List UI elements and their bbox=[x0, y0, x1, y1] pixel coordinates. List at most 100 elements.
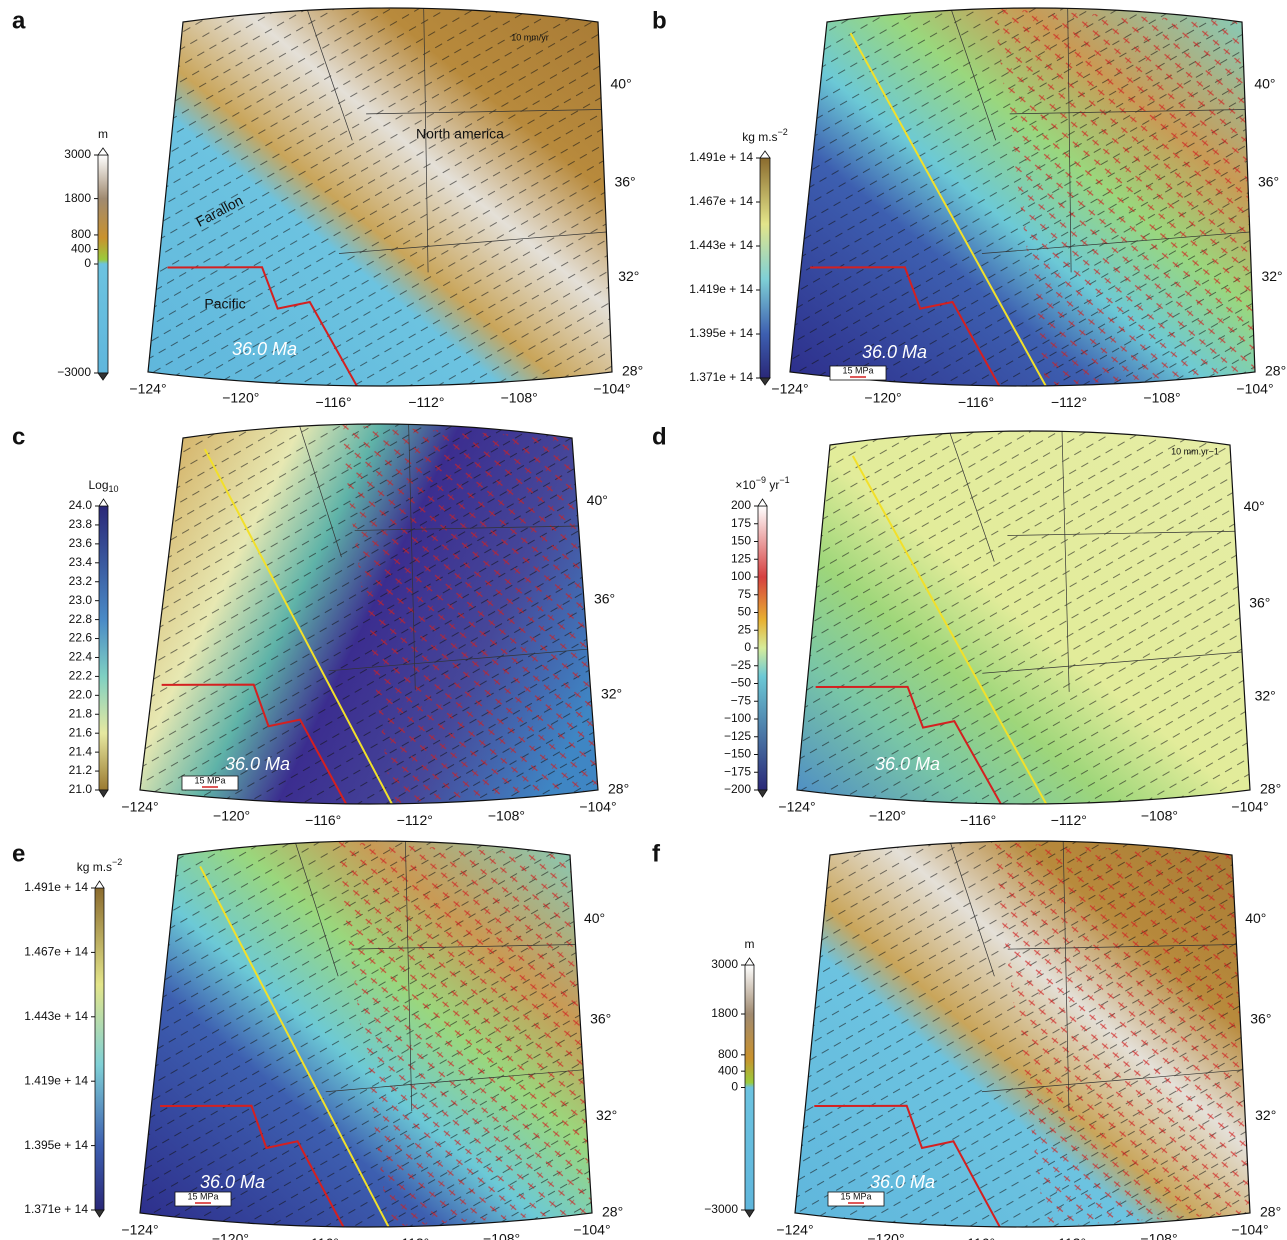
lon-label: −104° bbox=[1236, 381, 1273, 397]
annotation: 10 mm/yr bbox=[511, 32, 549, 42]
panel-letter: c bbox=[12, 423, 25, 450]
colorbar-label: 175 bbox=[731, 516, 751, 530]
scale-label: 15 MPa bbox=[194, 775, 225, 785]
lat-label: 28° bbox=[1260, 1204, 1281, 1220]
colorbar-label: 1.395e + 14 bbox=[24, 1138, 88, 1152]
colorbar-cap bbox=[95, 881, 104, 888]
colorbar-label: 0 bbox=[731, 1080, 738, 1094]
lon-label: −108° bbox=[488, 808, 525, 824]
lat-label: 32° bbox=[1261, 268, 1282, 284]
lon-label: −120° bbox=[869, 808, 906, 824]
lat-label: 28° bbox=[608, 781, 629, 797]
scale-label: 15 MPa bbox=[187, 1191, 218, 1201]
lat-label: 36° bbox=[614, 174, 635, 190]
age-label: 36.0 Ma bbox=[875, 754, 940, 774]
lon-label: −116° bbox=[303, 1235, 339, 1240]
colorbar-label: 1800 bbox=[64, 191, 91, 205]
colorbar-label: 1.419e + 14 bbox=[24, 1073, 88, 1087]
colorbar-title-part: kg m.s bbox=[742, 130, 777, 144]
colorbar-label: −25 bbox=[731, 658, 752, 672]
lon-label: −120° bbox=[213, 808, 250, 824]
colorbar bbox=[760, 158, 770, 378]
lon-label: −120° bbox=[212, 1231, 249, 1240]
colorbar-title-part: m bbox=[98, 127, 108, 141]
lat-label: 36° bbox=[1258, 174, 1279, 190]
colorbar-cap bbox=[758, 499, 767, 506]
vector-glyphs bbox=[797, 431, 1250, 804]
lat-label: 40° bbox=[584, 910, 605, 926]
lat-label: 36° bbox=[594, 591, 615, 607]
colorbar-title: m bbox=[745, 937, 755, 951]
colorbar-title-part: Log bbox=[88, 478, 108, 492]
colorbar-label: 400 bbox=[71, 242, 91, 256]
lon-label: −112° bbox=[1050, 1235, 1086, 1240]
colorbar-label: 1.419e + 14 bbox=[689, 282, 753, 296]
colorbar-cap bbox=[745, 1210, 754, 1217]
lat-label: 32° bbox=[601, 686, 622, 702]
lon-label: −112° bbox=[393, 1235, 429, 1240]
lat-label: 32° bbox=[1255, 1107, 1276, 1123]
colorbar-label: 22.2 bbox=[69, 669, 93, 683]
lon-label: −104° bbox=[573, 1222, 610, 1238]
colorbar-label: −3000 bbox=[704, 1202, 738, 1216]
age-label: 36.0 Ma bbox=[200, 1172, 265, 1192]
lat-label: 32° bbox=[596, 1107, 617, 1123]
colorbar-label: 1.395e + 14 bbox=[689, 326, 753, 340]
colorbar-label: 1.443e + 14 bbox=[689, 238, 753, 252]
lon-label: −124° bbox=[778, 799, 815, 815]
annotation: North america bbox=[416, 126, 504, 142]
colorbar-cap bbox=[745, 958, 754, 965]
colorbar-cap bbox=[95, 1210, 104, 1217]
colorbar-title-part: 10 bbox=[109, 484, 119, 494]
colorbar-title: ×10−9 yr−1 bbox=[735, 475, 789, 492]
age-label: 36.0 Ma bbox=[870, 1172, 935, 1192]
lat-label: 32° bbox=[618, 268, 639, 284]
lon-label: −112° bbox=[408, 394, 444, 410]
lon-label: −124° bbox=[121, 799, 158, 815]
lon-label: −104° bbox=[593, 381, 630, 397]
colorbar-label: −75 bbox=[731, 693, 752, 707]
scale-label: 15 MPa bbox=[840, 1191, 871, 1201]
lon-label: −108° bbox=[1141, 808, 1178, 824]
colorbar-title: Log10 bbox=[88, 478, 118, 494]
colorbar-cap bbox=[760, 151, 770, 158]
colorbar-label: 21.4 bbox=[69, 744, 93, 758]
colorbar-label: −50 bbox=[731, 676, 752, 690]
colorbar-title-part: −2 bbox=[112, 857, 122, 867]
colorbar bbox=[95, 888, 104, 1210]
lat-label: 28° bbox=[1265, 363, 1286, 379]
figure: a−124°−120°−116°−112°−108°−104°40°36°32°… bbox=[0, 0, 1287, 1240]
lon-label: −108° bbox=[1143, 390, 1180, 406]
colorbar-label: 23.0 bbox=[69, 593, 93, 607]
lon-label: −124° bbox=[129, 381, 166, 397]
colorbar bbox=[758, 506, 767, 790]
colorbar-label: 1.491e + 14 bbox=[689, 150, 753, 164]
colorbar-title-part: −1 bbox=[779, 475, 789, 485]
lon-label: −112° bbox=[1051, 394, 1087, 410]
colorbar-label: 22.8 bbox=[69, 612, 93, 626]
colorbar-title: m bbox=[98, 127, 108, 141]
lon-label: −108° bbox=[483, 1231, 520, 1240]
lat-label: 40° bbox=[1245, 910, 1266, 926]
lat-label: 36° bbox=[1250, 1010, 1271, 1026]
panel-letter: d bbox=[652, 423, 667, 450]
colorbar-label: 100 bbox=[731, 569, 751, 583]
colorbar-label: 22.0 bbox=[69, 688, 93, 702]
colorbar-label: 1.371e + 14 bbox=[689, 370, 753, 384]
lon-label: −116° bbox=[958, 394, 994, 410]
lat-label: 36° bbox=[1249, 594, 1270, 610]
panel: a−124°−120°−116°−112°−108°−104°40°36°32°… bbox=[12, 7, 643, 410]
lat-label: 28° bbox=[1260, 781, 1281, 797]
annotation: Pacific bbox=[204, 296, 245, 312]
lat-label: 40° bbox=[587, 492, 608, 508]
lat-label: 28° bbox=[622, 363, 643, 379]
lon-label: −112° bbox=[397, 812, 433, 828]
colorbar-label: 800 bbox=[71, 227, 91, 241]
age-label: 36.0 Ma bbox=[225, 754, 290, 774]
colorbar-label: 0 bbox=[84, 256, 91, 270]
colorbar-label: 75 bbox=[738, 587, 752, 601]
colorbar-label: 1.491e + 14 bbox=[24, 880, 88, 894]
colorbar-label: 21.8 bbox=[69, 706, 93, 720]
panel: b−124°−120°−116°−112°−108°−104°40°36°32°… bbox=[652, 7, 1286, 410]
colorbar-label: 150 bbox=[731, 534, 751, 548]
